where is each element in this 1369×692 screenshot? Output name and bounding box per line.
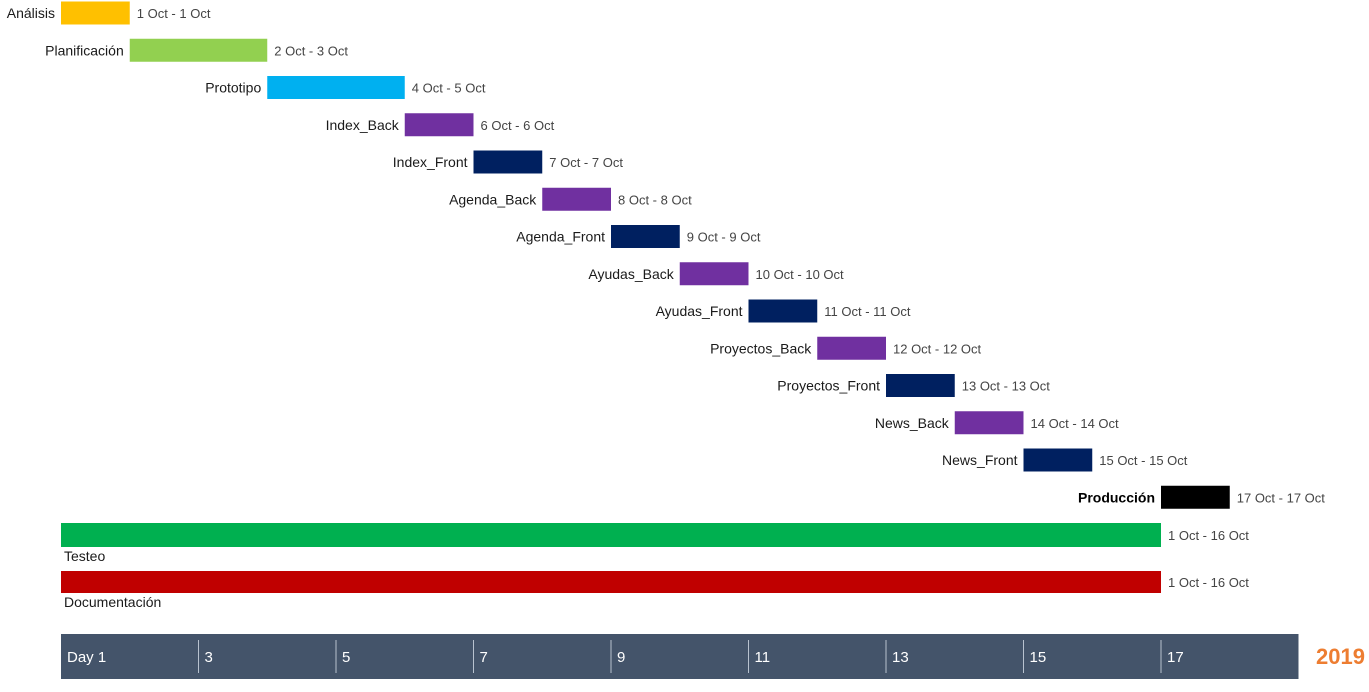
task-bar-documentacion	[61, 571, 1161, 593]
task-bar-index-front	[473, 150, 543, 174]
task-date-ayudas-front: 11 Oct - 11 Oct	[824, 304, 911, 319]
task-date-planificacion: 2 Oct - 3 Oct	[274, 43, 348, 58]
task-bar-agenda-front	[611, 225, 680, 248]
task-date-agenda-back: 8 Oct - 8 Oct	[618, 192, 692, 207]
task-date-index-front: 7 Oct - 7 Oct	[549, 155, 623, 170]
task-bar-testeo	[61, 523, 1161, 547]
task-label-produccion: Producción	[1078, 489, 1155, 505]
task-bar-produccion	[1161, 485, 1230, 509]
timeline-tick-label: 15	[1030, 649, 1047, 666]
task-date-agenda-front: 9 Oct - 9 Oct	[687, 230, 761, 245]
task-label-documentacion: Documentación	[64, 594, 161, 610]
task-date-news-front: 15 Oct - 15 Oct	[1099, 453, 1188, 468]
task-label-index-front: Index_Front	[393, 154, 468, 170]
task-date-prototipo: 4 Oct - 5 Oct	[412, 81, 486, 96]
timeline-tick-label: Day 1	[67, 649, 106, 666]
timeline-tick-label: 9	[617, 649, 625, 666]
task-date-documentacion: 1 Oct - 16 Oct	[1168, 575, 1249, 590]
task-bar-news-front	[1023, 448, 1093, 472]
task-bar-analisis	[61, 1, 130, 25]
task-label-analisis: Análisis	[7, 5, 55, 21]
task-bar-proyectos-back	[817, 336, 886, 360]
task-date-index-back: 6 Oct - 6 Oct	[481, 118, 555, 133]
task-bar-planificacion	[129, 38, 268, 62]
task-label-prototipo: Prototipo	[205, 80, 261, 96]
timeline-band	[61, 634, 1299, 679]
year-label: 2019	[1316, 644, 1365, 669]
long-tasks-layer: Testeo 1 Oct - 16 Oct Documentación 1 Oct -…	[61, 523, 1249, 610]
timeline-tick-label: 13	[892, 649, 909, 666]
task-bar-prototipo	[267, 76, 405, 99]
task-label-testeo: Testeo	[64, 548, 105, 564]
task-bar-news-back	[954, 411, 1024, 435]
timeline-tick-label: 17	[1167, 649, 1184, 666]
task-date-proyectos-front: 13 Oct - 13 Oct	[962, 379, 1051, 394]
task-label-agenda-front: Agenda_Front	[516, 229, 605, 245]
task-bar-ayudas-back	[679, 262, 749, 286]
task-date-testeo: 1 Oct - 16 Oct	[1168, 528, 1249, 543]
timeline-tick-label: 5	[342, 649, 350, 666]
task-label-agenda-back: Agenda_Back	[449, 191, 537, 207]
task-label-ayudas-back: Ayudas_Back	[588, 266, 674, 282]
timeline-tick-label: 7	[480, 649, 488, 666]
task-label-index-back: Index_Back	[326, 117, 400, 133]
task-label-news-front: News_Front	[942, 452, 1018, 468]
task-date-ayudas-back: 10 Oct - 10 Oct	[756, 267, 845, 282]
task-bar-proyectos-front	[886, 374, 955, 397]
task-label-news-back: News_Back	[875, 415, 950, 431]
timeline-tick-label: 3	[205, 649, 213, 666]
tasks-layer: Análisis 1 Oct - 1 Oct Planificación 2 Oct …	[7, 1, 1326, 509]
task-label-planificacion: Planificación	[45, 42, 124, 58]
task-date-proyectos-back: 12 Oct - 12 Oct	[893, 341, 982, 356]
task-label-proyectos-back: Proyectos_Back	[710, 340, 812, 356]
timeline-tick-label: 11	[755, 649, 771, 666]
task-date-analisis: 1 Oct - 1 Oct	[137, 6, 211, 21]
task-bar-ayudas-front	[748, 299, 818, 323]
task-label-proyectos-front: Proyectos_Front	[777, 378, 880, 394]
task-bar-index-back	[404, 113, 474, 137]
task-bar-agenda-back	[542, 187, 611, 211]
task-label-ayudas-front: Ayudas_Front	[656, 303, 743, 319]
task-date-produccion: 17 Oct - 17 Oct	[1237, 490, 1326, 505]
timeline-axis: Day 1 3 5 7 9 11 13 15 17 2019	[61, 634, 1365, 679]
task-date-news-back: 14 Oct - 14 Oct	[1031, 416, 1120, 431]
